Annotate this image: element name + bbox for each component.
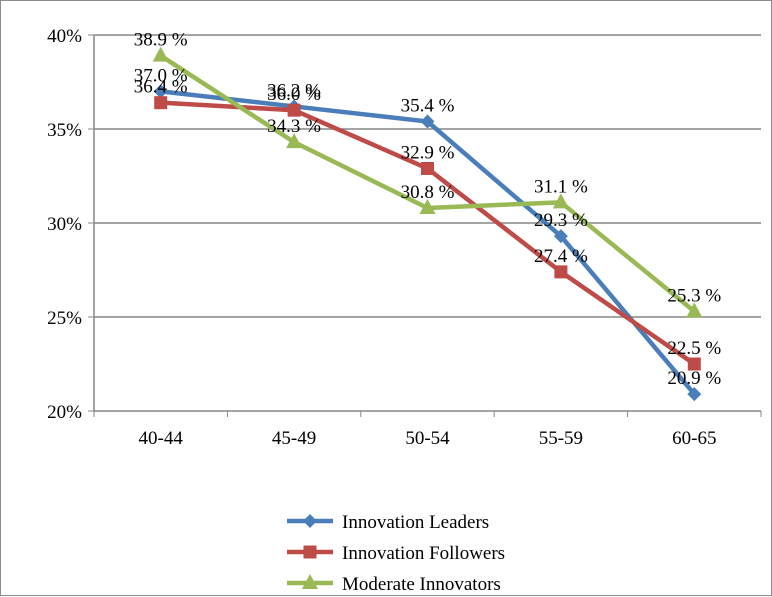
x-axis-ticks: 40-44 45-49 50-54 55-59 60-65: [93, 411, 762, 449]
legend-marker: [303, 545, 317, 559]
series-2-point: [554, 265, 568, 279]
series-3-point: [686, 302, 703, 318]
gridlines: [94, 34, 761, 318]
data-label: 37.0 %: [134, 65, 188, 86]
legend-label: Moderate Innovators: [342, 574, 501, 595]
x-tick-label: 40-44: [139, 428, 184, 449]
legend-marker: [302, 574, 318, 589]
series-1-point: [553, 229, 568, 244]
data-label: 20.9 %: [667, 368, 721, 389]
data-label: 22.5 %: [667, 338, 721, 359]
data-labels: 37.0 % 36.2 % 35.4 % 29.3 % 20.9 % 36.4 % 36.0…: [134, 30, 722, 389]
y-tick-label: 30%: [47, 214, 82, 235]
y-axis-ticks: 20% 25% 30% 35% 40%: [47, 26, 94, 423]
series-3-point: [152, 46, 169, 62]
legend-label: Innovation Leaders: [342, 512, 489, 533]
y-tick-label: 20%: [47, 402, 82, 423]
series-1-point: [153, 84, 168, 99]
x-tick-label: 60-65: [672, 428, 716, 449]
series-lines: [152, 46, 703, 402]
data-label: 35.4 %: [401, 95, 455, 116]
y-tick-label: 25%: [47, 308, 82, 329]
series-2-point: [687, 357, 701, 371]
legend: Innovation Leaders Innovation Followers Mo…: [287, 512, 505, 595]
data-label: 36.0 %: [267, 84, 321, 105]
legend-marker: [303, 514, 317, 528]
series-3-point: [552, 193, 569, 209]
data-label: 31.1 %: [534, 176, 588, 197]
data-label: 36.4 %: [134, 77, 188, 98]
series-2-point: [154, 96, 168, 110]
series-3-point: [286, 133, 303, 149]
y-tick-label: 35%: [47, 120, 82, 141]
data-label: 25.3 %: [667, 285, 721, 306]
x-tick-label: 55-59: [539, 428, 583, 449]
data-label: 29.3 %: [534, 210, 588, 231]
data-label: 27.4 %: [534, 246, 588, 267]
data-label: 32.9 %: [401, 142, 455, 163]
x-tick-label: 45-49: [272, 428, 316, 449]
x-tick-label: 50-54: [405, 428, 450, 449]
series-2-point: [287, 103, 301, 117]
legend-label: Innovation Followers: [342, 543, 505, 564]
y-tick-label: 40%: [47, 26, 82, 47]
series-2-point: [421, 161, 434, 175]
series-line-1: [160, 89, 697, 396]
data-label: 30.8 %: [401, 182, 455, 203]
data-label: 38.9 %: [134, 30, 188, 51]
series-1-point: [420, 114, 435, 129]
series-1-point: [687, 387, 702, 402]
data-label: 36.2 %: [267, 80, 321, 101]
data-label: 34.3 %: [267, 116, 321, 137]
series-3-point: [419, 198, 436, 214]
